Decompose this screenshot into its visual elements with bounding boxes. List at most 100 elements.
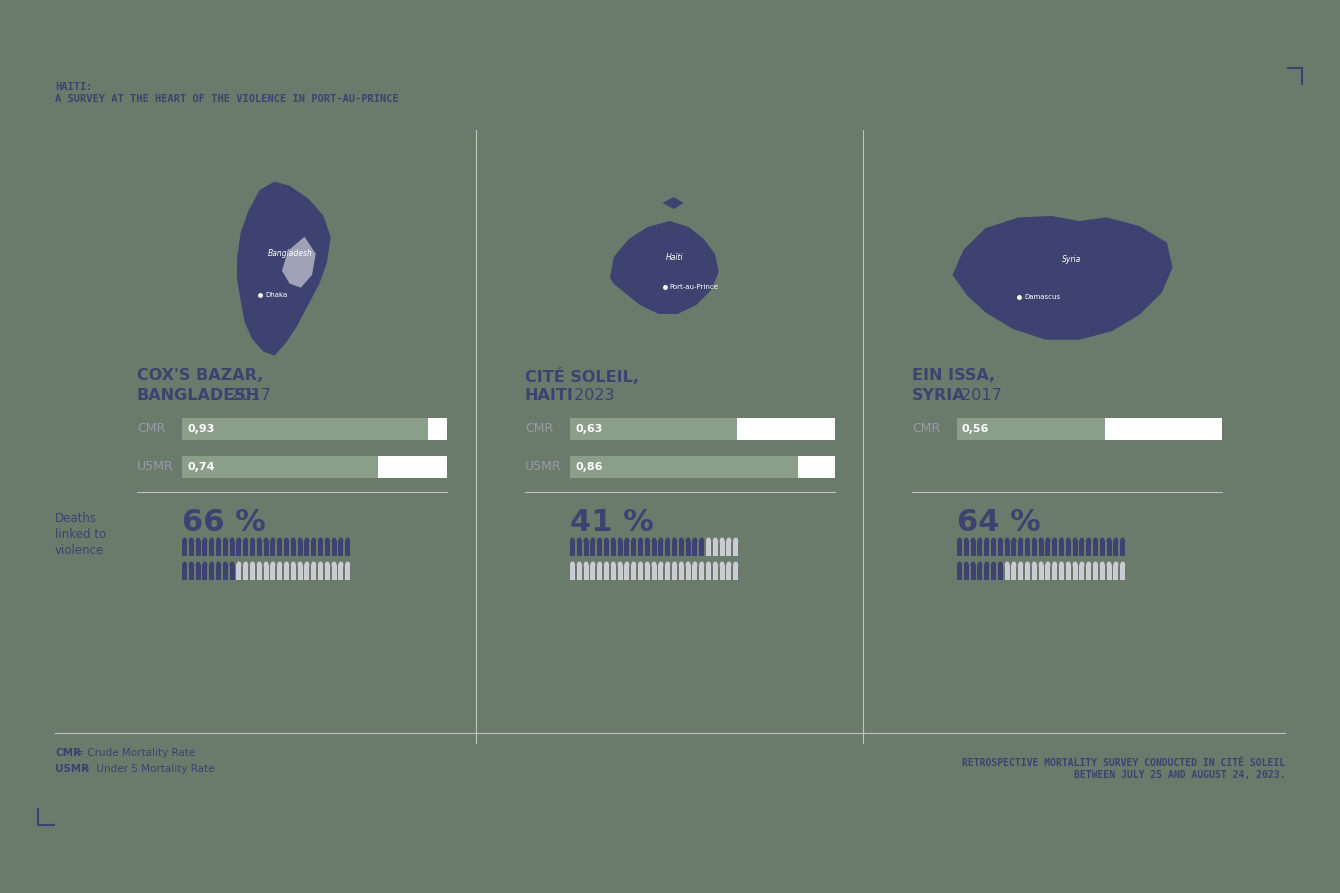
Bar <box>304 541 310 556</box>
Bar <box>984 541 989 556</box>
Bar <box>651 565 657 580</box>
Ellipse shape <box>1052 562 1057 569</box>
Ellipse shape <box>1100 562 1104 569</box>
Ellipse shape <box>584 538 588 545</box>
Ellipse shape <box>339 562 343 569</box>
Bar <box>998 565 1002 580</box>
Bar <box>1100 565 1104 580</box>
Bar <box>570 456 835 478</box>
Ellipse shape <box>1038 538 1044 545</box>
Ellipse shape <box>970 562 976 569</box>
Bar <box>984 565 989 580</box>
Text: 41 %: 41 % <box>570 508 654 537</box>
Ellipse shape <box>1059 538 1064 545</box>
Ellipse shape <box>277 562 283 569</box>
Bar <box>182 541 188 556</box>
Bar <box>196 565 201 580</box>
Bar <box>726 565 732 580</box>
Bar <box>1080 541 1084 556</box>
Ellipse shape <box>277 538 283 545</box>
Text: Deaths: Deaths <box>55 512 96 525</box>
Ellipse shape <box>297 538 303 545</box>
Bar <box>957 418 1222 440</box>
Bar <box>733 541 738 556</box>
Text: Port-au-Prince: Port-au-Prince <box>669 284 718 290</box>
Bar <box>726 541 732 556</box>
Ellipse shape <box>693 538 697 545</box>
Ellipse shape <box>1045 562 1051 569</box>
Ellipse shape <box>1093 562 1097 569</box>
Ellipse shape <box>1059 562 1064 569</box>
Ellipse shape <box>998 562 1002 569</box>
Ellipse shape <box>665 562 670 569</box>
Bar <box>1025 541 1030 556</box>
Ellipse shape <box>304 538 310 545</box>
Ellipse shape <box>271 538 276 545</box>
Bar <box>1065 565 1071 580</box>
Bar <box>277 565 283 580</box>
Bar <box>1114 541 1119 556</box>
Bar <box>311 565 316 580</box>
Bar <box>324 541 330 556</box>
Bar <box>284 541 289 556</box>
Bar <box>1059 565 1064 580</box>
Text: = Crude Mortality Rate: = Crude Mortality Rate <box>72 748 196 758</box>
Bar <box>222 541 228 556</box>
Bar <box>271 565 276 580</box>
Ellipse shape <box>671 562 677 569</box>
Bar <box>720 541 725 556</box>
Bar <box>693 565 697 580</box>
Bar <box>686 541 690 556</box>
Ellipse shape <box>963 562 969 569</box>
Text: U5MR: U5MR <box>55 764 90 774</box>
Ellipse shape <box>957 562 962 569</box>
Ellipse shape <box>216 562 221 569</box>
Ellipse shape <box>713 538 718 545</box>
Ellipse shape <box>651 562 657 569</box>
Bar <box>182 456 378 478</box>
Text: HAITI: HAITI <box>525 388 574 403</box>
Polygon shape <box>237 181 331 355</box>
Bar <box>1032 541 1037 556</box>
Bar <box>992 565 996 580</box>
Bar <box>1087 565 1091 580</box>
Text: =  Under 5 Mortality Rate: = Under 5 Mortality Rate <box>78 764 214 774</box>
Bar <box>264 541 268 556</box>
Bar <box>1100 541 1104 556</box>
Bar <box>598 565 602 580</box>
Ellipse shape <box>679 538 683 545</box>
Bar <box>297 565 303 580</box>
Ellipse shape <box>726 538 732 545</box>
Bar <box>1018 541 1024 556</box>
Ellipse shape <box>693 562 697 569</box>
Ellipse shape <box>658 538 663 545</box>
Ellipse shape <box>591 538 595 545</box>
Bar <box>1052 541 1057 556</box>
Text: EIN ISSA,: EIN ISSA, <box>913 368 996 383</box>
Bar <box>251 565 255 580</box>
Bar <box>284 565 289 580</box>
Bar <box>957 541 962 556</box>
Bar <box>584 565 588 580</box>
Text: Damascus: Damascus <box>1024 294 1060 300</box>
Bar <box>713 541 718 556</box>
Text: 0,56: 0,56 <box>962 424 989 434</box>
Text: Bangladesh: Bangladesh <box>268 248 312 257</box>
Ellipse shape <box>216 538 221 545</box>
Ellipse shape <box>1032 538 1037 545</box>
Ellipse shape <box>209 562 214 569</box>
Bar <box>1114 565 1119 580</box>
Text: HAITI:: HAITI: <box>55 82 92 92</box>
Ellipse shape <box>1045 538 1051 545</box>
Bar <box>957 418 1106 440</box>
Bar <box>1093 541 1097 556</box>
Polygon shape <box>281 237 316 288</box>
Ellipse shape <box>196 562 201 569</box>
Ellipse shape <box>957 538 962 545</box>
Ellipse shape <box>318 562 323 569</box>
Ellipse shape <box>651 538 657 545</box>
Bar <box>720 565 725 580</box>
Ellipse shape <box>733 562 738 569</box>
Bar <box>1065 541 1071 556</box>
Bar <box>202 541 208 556</box>
